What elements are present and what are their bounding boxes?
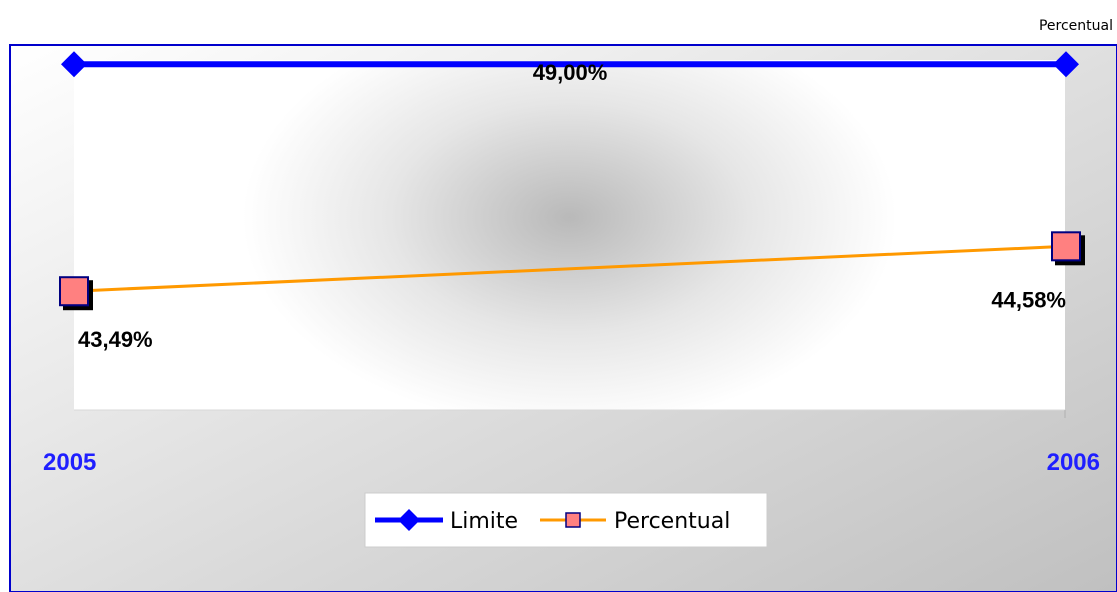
legend-label-percentual: Percentual <box>614 509 730 534</box>
x-axis <box>74 409 1066 418</box>
marker-limite-2006 <box>1053 51 1079 78</box>
marker-percentual-2006 <box>1051 231 1081 262</box>
plot-area <box>74 60 1065 410</box>
legend-marker-percentual <box>565 512 581 528</box>
data-label-percentual-2006: 44,58% <box>991 287 1066 312</box>
corner-label: Percentual <box>1038 18 1113 34</box>
x-tick-labels: 2005 2006 <box>43 449 1100 476</box>
data-label-percentual-2005: 43,49% <box>78 327 153 352</box>
marker-percentual-2005 <box>59 276 89 307</box>
marker-limite-2005 <box>61 51 87 78</box>
series-line-percentual <box>73 244 1067 293</box>
data-label-limite-2006: 49,00% <box>533 60 608 85</box>
x-tick-label-2005: 2005 <box>43 449 96 476</box>
series-group <box>59 51 1081 307</box>
x-tick-label-2006: 2006 <box>1047 449 1100 476</box>
data-labels: 49,00% 43,49% 44,58% <box>78 60 1066 352</box>
legend-label-limite: Limite <box>450 509 518 534</box>
legend: Limite Percentual <box>364 492 768 548</box>
legend-marker-limite <box>398 509 420 531</box>
